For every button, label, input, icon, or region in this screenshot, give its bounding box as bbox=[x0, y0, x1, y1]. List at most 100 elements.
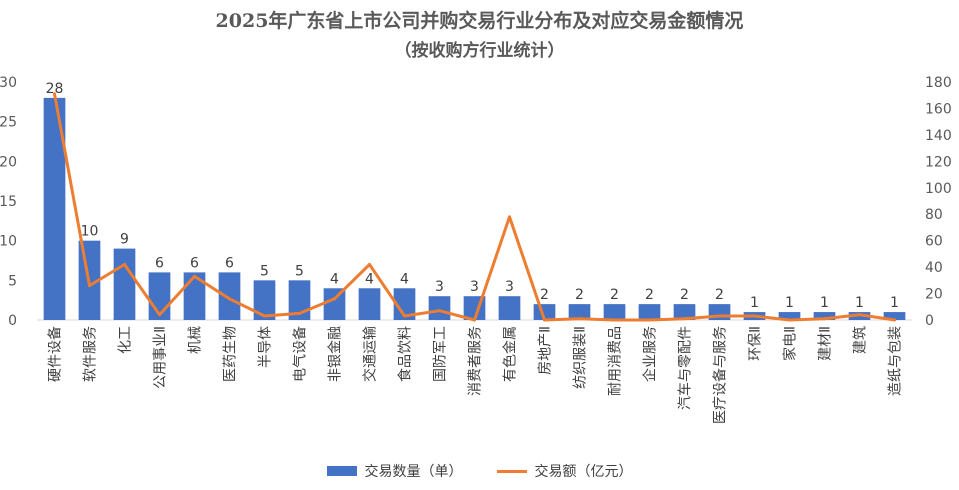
line-point bbox=[508, 215, 511, 219]
bar-value-label: 4 bbox=[400, 271, 409, 287]
y-left-tick-label: 10 bbox=[0, 234, 17, 250]
bar-value-label: 6 bbox=[155, 255, 164, 271]
bar-value-label: 4 bbox=[365, 271, 374, 287]
bar-value-label: 3 bbox=[435, 279, 444, 295]
bar-value-label: 1 bbox=[750, 295, 759, 311]
line-point bbox=[648, 318, 651, 322]
y-left-tick-label: 30 bbox=[0, 75, 17, 91]
y-left-tick-label: 15 bbox=[0, 194, 17, 210]
bar bbox=[603, 304, 626, 320]
x-category-label: 消费者服务 bbox=[468, 326, 484, 396]
y-right-tick-label: 20 bbox=[925, 287, 943, 303]
x-category-label: 硬件设备 bbox=[47, 326, 64, 382]
x-category-label: 纺织服装Ⅱ bbox=[573, 326, 589, 389]
line-point bbox=[123, 262, 126, 266]
bar bbox=[43, 97, 66, 320]
bar bbox=[113, 248, 136, 320]
line-point bbox=[613, 318, 616, 322]
legend-label-bars: 交易数量（单） bbox=[364, 464, 463, 480]
y-right-tick-label: 160 bbox=[925, 101, 952, 117]
y-left-tick-label: 5 bbox=[8, 273, 17, 289]
y-right-tick-label: 40 bbox=[925, 260, 943, 276]
line-point bbox=[88, 284, 91, 288]
x-category-label: 房地产Ⅱ bbox=[538, 326, 554, 375]
line-point bbox=[823, 317, 826, 321]
x-category-label: 造纸与包装 bbox=[888, 326, 904, 396]
bar-value-label: 1 bbox=[785, 295, 794, 311]
bar-value-label: 2 bbox=[680, 287, 689, 303]
bar-value-label: 2 bbox=[715, 287, 724, 303]
line-point bbox=[298, 311, 301, 315]
y-left-tick-label: 25 bbox=[0, 115, 17, 131]
legend-swatch-bars bbox=[326, 466, 357, 476]
x-category-label: 交通运输 bbox=[362, 326, 379, 382]
bar-value-label: 2 bbox=[575, 287, 584, 303]
line-point bbox=[333, 297, 336, 301]
x-category-label: 机械 bbox=[188, 326, 204, 354]
line-point bbox=[228, 297, 231, 301]
x-category-label: 建材Ⅱ bbox=[818, 326, 834, 361]
bar-value-label: 28 bbox=[46, 81, 64, 97]
bar bbox=[638, 304, 661, 320]
x-category-label: 企业服务 bbox=[642, 326, 659, 382]
y-left-tick-label: 20 bbox=[0, 154, 17, 170]
bar-value-label: 2 bbox=[610, 287, 619, 303]
bar bbox=[883, 312, 906, 320]
y-right-tick-label: 120 bbox=[925, 154, 952, 170]
line-point bbox=[438, 309, 441, 313]
bar bbox=[568, 304, 591, 320]
bar-value-label: 2 bbox=[540, 287, 549, 303]
bar-value-label: 9 bbox=[120, 232, 129, 248]
bar-value-label: 5 bbox=[260, 263, 269, 279]
bar bbox=[323, 288, 346, 320]
line-point bbox=[193, 274, 196, 278]
bar-value-label: 5 bbox=[295, 263, 304, 279]
bar-value-label: 1 bbox=[820, 295, 829, 311]
line-point bbox=[158, 313, 161, 317]
line-point bbox=[263, 314, 266, 318]
bar bbox=[813, 312, 836, 320]
bar-value-label: 6 bbox=[190, 255, 199, 271]
legend-label-line: 交易额（亿元） bbox=[534, 464, 633, 480]
x-category-label: 耐用消费品 bbox=[608, 326, 624, 396]
x-category-label: 建筑 bbox=[853, 326, 869, 354]
bar bbox=[498, 296, 521, 320]
line-point bbox=[368, 262, 371, 266]
line-point bbox=[753, 314, 756, 318]
bar-value-label: 3 bbox=[470, 279, 479, 295]
x-category-label: 医药生物 bbox=[223, 326, 239, 382]
y-right-tick-label: 80 bbox=[925, 207, 943, 223]
line-point bbox=[473, 318, 476, 322]
x-category-label: 公用事业Ⅱ bbox=[153, 326, 169, 389]
line-point bbox=[543, 318, 546, 322]
x-category-label: 有色金属 bbox=[502, 326, 519, 382]
x-category-label: 非银金融 bbox=[328, 326, 344, 382]
line-point bbox=[683, 317, 686, 321]
bar-value-label: 3 bbox=[505, 279, 514, 295]
legend-item-bars: 交易数量（单） bbox=[326, 461, 463, 481]
bar-value-label: 1 bbox=[855, 295, 864, 311]
line-point bbox=[403, 314, 406, 318]
bar bbox=[253, 280, 276, 320]
line-point bbox=[893, 318, 896, 322]
x-category-label: 电气设备 bbox=[292, 326, 309, 382]
bar bbox=[673, 304, 696, 320]
bar bbox=[393, 288, 416, 320]
y-left-tick-label: 0 bbox=[8, 313, 17, 329]
line-point bbox=[578, 317, 581, 321]
legend-item-line: 交易额（亿元） bbox=[496, 461, 633, 481]
x-category-label: 软件服务 bbox=[83, 326, 99, 382]
y-right-tick-label: 140 bbox=[925, 128, 952, 144]
x-category-label: 家电Ⅱ bbox=[782, 326, 799, 361]
bar-value-label: 2 bbox=[645, 287, 654, 303]
y-right-tick-label: 0 bbox=[925, 313, 934, 329]
line-point bbox=[858, 313, 861, 317]
bar-value-label: 1 bbox=[890, 295, 899, 311]
x-category-label: 环保Ⅱ bbox=[748, 326, 764, 361]
bar-value-label: 4 bbox=[330, 271, 339, 287]
x-category-label: 食品饮料 bbox=[397, 326, 414, 382]
bar bbox=[778, 312, 801, 320]
bar-value-label: 10 bbox=[81, 224, 99, 240]
bar-value-label: 6 bbox=[225, 255, 234, 271]
